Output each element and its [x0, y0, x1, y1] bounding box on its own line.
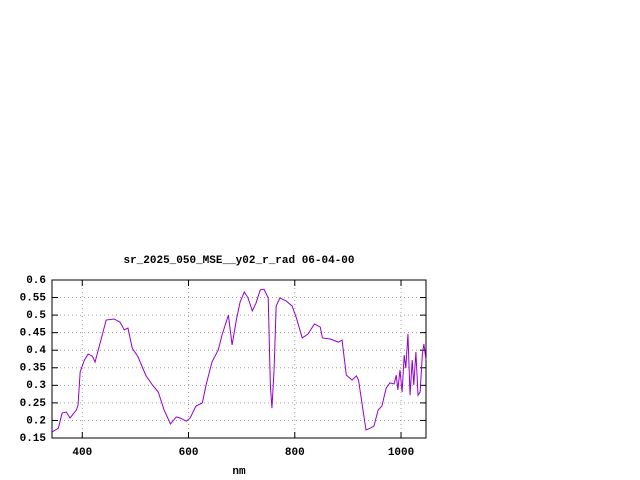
- x-axis-label: nm: [232, 466, 246, 478]
- y-tick-label: 0.3: [26, 380, 46, 392]
- x-tick-label: 600: [179, 447, 199, 459]
- x-tick-label: 400: [72, 447, 92, 459]
- data-line: [51, 288, 427, 433]
- chart-title: sr_2025_050_MSE__y02_r_rad 06-04-00: [123, 255, 354, 267]
- y-tick-label: 0.2: [26, 415, 46, 427]
- x-tick-label: 800: [285, 447, 305, 459]
- y-tick-label: 0.4: [26, 345, 46, 357]
- x-tick-label: 1000: [388, 447, 414, 459]
- y-tick-label: 0.5: [26, 310, 46, 322]
- y-tick-label: 0.6: [26, 275, 46, 287]
- y-tick-label: 0.15: [20, 433, 47, 445]
- y-tick-label: 0.55: [20, 292, 47, 304]
- plot-border: [51, 279, 427, 439]
- y-tick-label: 0.45: [20, 328, 47, 340]
- y-tick-label: 0.25: [20, 398, 47, 410]
- y-tick-label: 0.35: [20, 363, 47, 375]
